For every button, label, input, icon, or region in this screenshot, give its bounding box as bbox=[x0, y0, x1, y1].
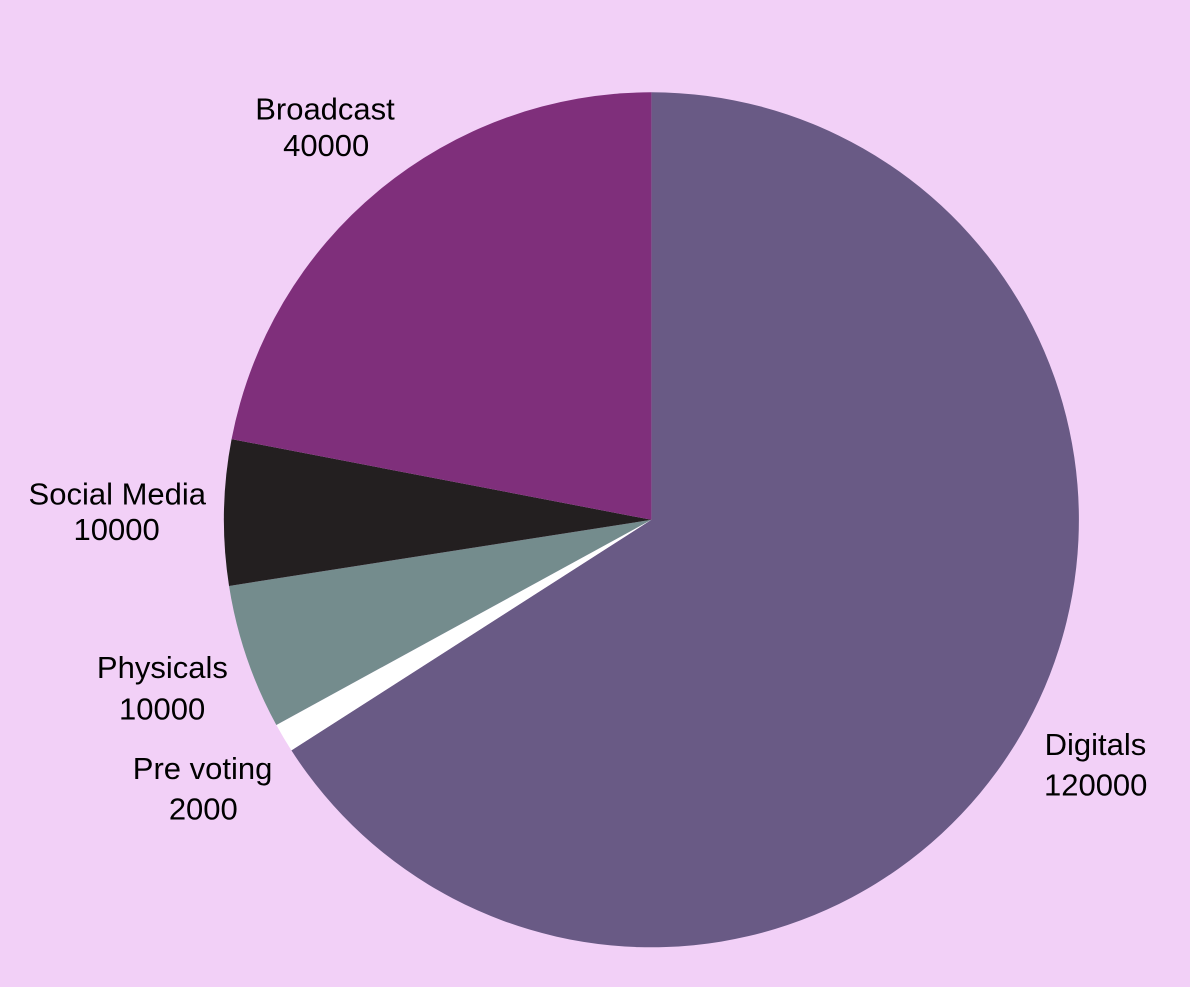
svg-text:Pre voting: Pre voting bbox=[133, 751, 273, 786]
svg-text:40000: 40000 bbox=[283, 128, 369, 163]
svg-text:Digitals: Digitals bbox=[1045, 727, 1147, 762]
svg-text:Physicals: Physicals bbox=[97, 650, 228, 685]
svg-text:10000: 10000 bbox=[73, 512, 159, 547]
svg-text:120000: 120000 bbox=[1044, 768, 1147, 803]
svg-text:Social Media: Social Media bbox=[29, 476, 207, 511]
svg-text:2000: 2000 bbox=[169, 791, 238, 826]
svg-text:Broadcast: Broadcast bbox=[255, 92, 395, 127]
svg-text:10000: 10000 bbox=[119, 692, 205, 727]
